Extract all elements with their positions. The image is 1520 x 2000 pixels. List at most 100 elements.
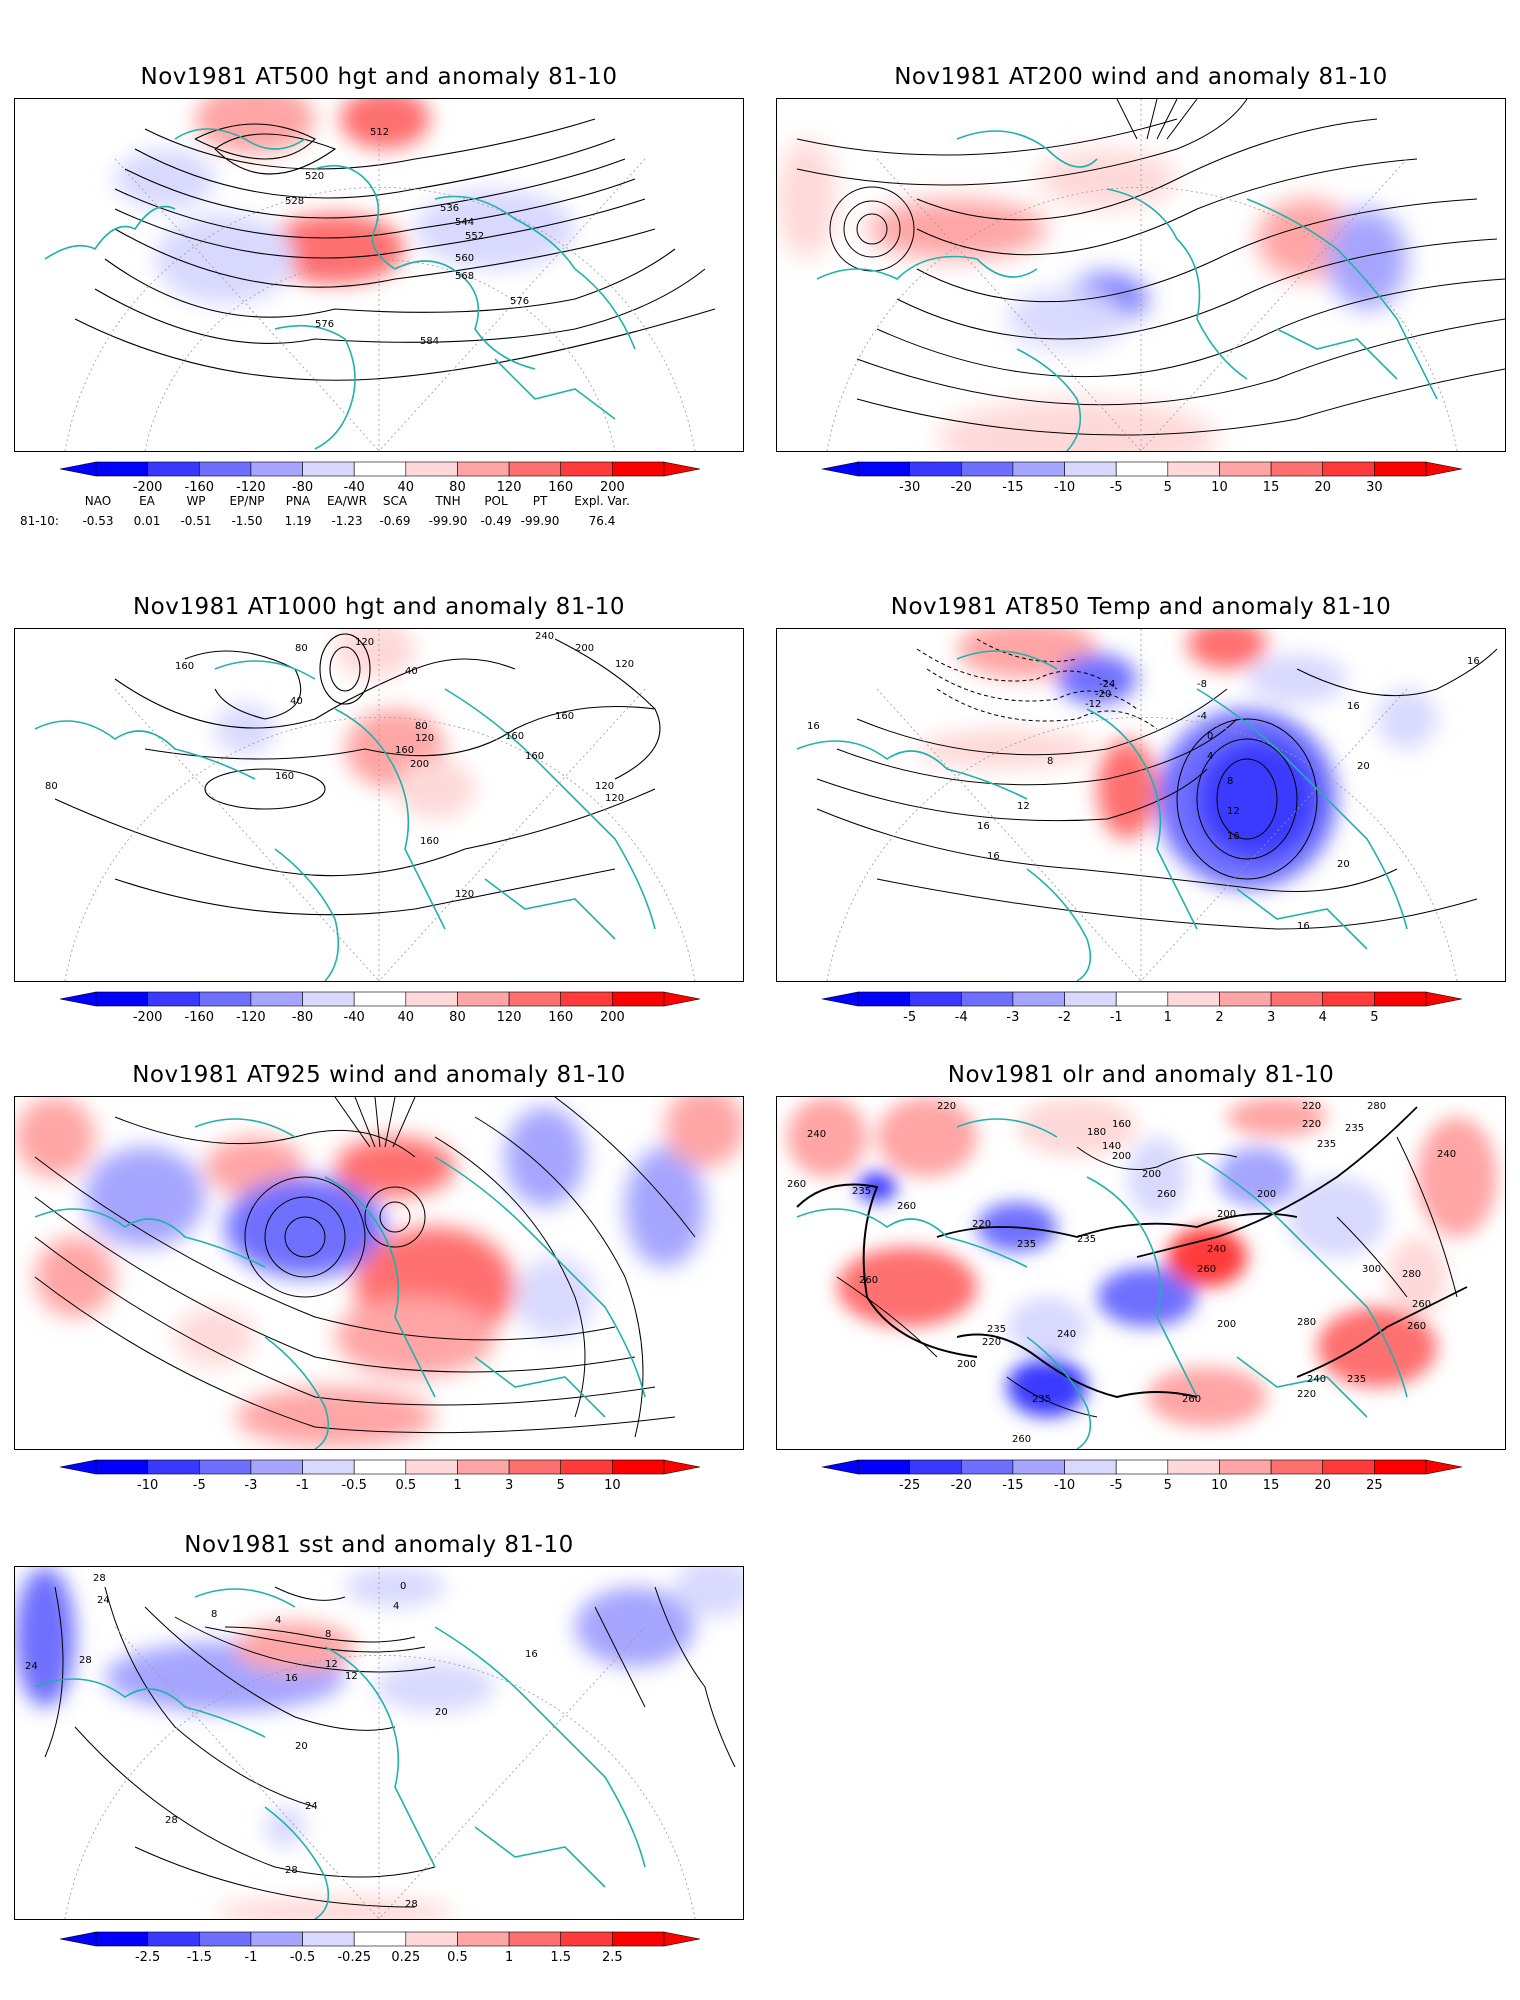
colorbar-tick-label: 5 <box>1163 480 1172 495</box>
colorbar-swatch <box>560 1931 613 1947</box>
colorbar-swatch <box>1167 991 1220 1007</box>
colorbar-graphic <box>59 1931 701 1947</box>
contour-label: 200 <box>957 1359 976 1370</box>
colorbar-swatch <box>612 991 665 1007</box>
contour-label: 4 <box>275 1615 281 1626</box>
colorbar-swatch <box>1374 461 1427 477</box>
teleconnection-header: TNH <box>435 494 461 508</box>
contour-label: 260 <box>1197 1264 1216 1275</box>
colorbar-swatch <box>95 1459 148 1475</box>
contour-label: 260 <box>1012 1434 1031 1445</box>
teleconnection-value: -0.51 <box>180 514 212 528</box>
contour-label: 260 <box>897 1201 916 1212</box>
panel-title: Nov1981 sst and anomaly 81-10 <box>184 1532 574 1558</box>
colorbar-tick-label: -40 <box>343 1010 365 1025</box>
teleconnection-value: 0.01 <box>133 514 161 528</box>
contour-label: 544 <box>455 217 474 228</box>
contour-label: 576 <box>510 296 529 307</box>
colorbar-tick-label: -120 <box>236 1010 266 1025</box>
colorbar-200wind: -30 -20 -15 -10 -5 5 10 15 20 30 <box>821 458 1463 500</box>
panel-1000hgt: Nov1981 AT1000 hgt and anomaly 81-10 <box>14 590 744 1010</box>
map-canvas: 28 24 28 24 8 4 12 8 16 12 20 20 24 28 2… <box>15 1567 743 1919</box>
contour-label: 280 <box>1402 1269 1421 1280</box>
contour-label: 200 <box>1217 1319 1236 1330</box>
colorbar-graphic <box>59 991 701 1007</box>
contour-label: 16 <box>1467 656 1480 667</box>
colorbar-arrow-low <box>59 461 97 477</box>
contour-label: 16 <box>987 851 1000 862</box>
colorbar-tick-label: -1.5 <box>186 1950 212 1965</box>
teleconnection-header: EA/WR <box>326 494 368 508</box>
colorbar-tick-label: -0.25 <box>337 1950 371 1965</box>
colorbar-tick-label: 2.5 <box>602 1950 623 1965</box>
contour-label: 120 <box>615 659 634 670</box>
colorbar-ticks: -200 -160 -120 -80 -40 40 80 120 160 200 <box>60 1010 700 1028</box>
colorbar-tick-label: -5 <box>1109 1478 1123 1493</box>
colorbar-graphic <box>821 1459 1463 1475</box>
contour-label: 240 <box>807 1129 826 1140</box>
contour-label: 12 <box>1227 806 1240 817</box>
colorbar-tick-label: -40 <box>343 480 365 495</box>
contour-label: 260 <box>859 1275 878 1286</box>
colorbar-tick-label: -20 <box>950 480 972 495</box>
contour-label: 536 <box>440 203 459 214</box>
contour-label: 28 <box>285 1865 298 1876</box>
contour-label: 560 <box>455 253 474 264</box>
colorbar-swatch <box>1322 1459 1375 1475</box>
contour-label: -8 <box>1197 679 1207 690</box>
contour-label: 160 <box>505 731 524 742</box>
contour-label: 16 <box>1297 921 1310 932</box>
contour-label: 520 <box>305 171 324 182</box>
colorbar-graphic <box>59 461 701 477</box>
colorbar-swatch <box>353 1459 407 1475</box>
colorbar-tick-label: 4 <box>1318 1010 1327 1025</box>
colorbar-swatch <box>1167 461 1220 477</box>
colorbar-tick-label: -80 <box>291 480 314 495</box>
colorbar-swatch <box>612 461 665 477</box>
contour-label: 120 <box>595 781 614 792</box>
colorbar-tick-label: 10 <box>604 1478 621 1493</box>
panel-title: Nov1981 AT200 wind and anomaly 81-10 <box>894 64 1388 90</box>
contour-label: 40 <box>290 696 303 707</box>
contour-label: 8 <box>1227 776 1233 787</box>
colorbar-tick-label: -15 <box>1002 480 1024 495</box>
colorbar-swatch <box>147 991 200 1007</box>
colorbar-swatch <box>560 991 613 1007</box>
colorbar-tick-label: 2 <box>1215 1010 1224 1025</box>
colorbar-tick-label: 5 <box>1163 1478 1172 1493</box>
colorbar-swatch <box>1219 461 1272 477</box>
contour-label: 8 <box>325 1629 331 1640</box>
contour-label: 160 <box>1112 1119 1131 1130</box>
contour-label: 120 <box>605 793 624 804</box>
colorbar-swatch <box>95 991 148 1007</box>
colorbar-swatch <box>353 461 407 477</box>
colorbar-swatch <box>457 461 510 477</box>
colorbar-arrow-high <box>663 991 701 1007</box>
colorbar-tick-label: -5 <box>1109 480 1123 495</box>
colorbar-arrow-low <box>821 991 859 1007</box>
colorbar-arrow-high <box>1425 461 1463 477</box>
contour-label: 280 <box>1367 1101 1386 1112</box>
contour-label: 240 <box>535 631 554 642</box>
teleconnection-value: -99.90 <box>428 514 468 528</box>
teleconnection-header: Expl. Var. <box>574 494 630 508</box>
contour-label: 160 <box>395 745 414 756</box>
colorbar-ticks: -2.5 -1.5 -1 -0.5 -0.25 0.25 0.5 1 1.5 2.5 <box>60 1950 700 1968</box>
map-850temp: -24 -20 -12 -8 -4 0 4 8 12 16 16 16 8 12… <box>776 628 1506 982</box>
teleconnection-header: NAO <box>84 494 112 508</box>
colorbar-tick-label: 200 <box>599 1010 625 1025</box>
colorbar-swatch <box>508 461 562 477</box>
teleconnection-header: SCA <box>382 494 408 508</box>
colorbar-swatch <box>353 1931 407 1947</box>
colorbar-swatch <box>1374 1459 1427 1475</box>
contour-label: 12 <box>1017 801 1030 812</box>
colorbar-swatch <box>457 1931 510 1947</box>
colorbar-tick-label: 0.25 <box>391 1950 421 1965</box>
colorbar-tick-label: -2.5 <box>134 1950 161 1965</box>
colorbar-tick-label: 0.5 <box>395 1478 417 1493</box>
contour-label: 16 <box>1227 831 1240 842</box>
colorbar-swatch <box>1064 1459 1117 1475</box>
colorbar-arrow-high <box>663 461 701 477</box>
contour-label: 16 <box>807 721 820 732</box>
contour-label: 552 <box>465 231 484 242</box>
